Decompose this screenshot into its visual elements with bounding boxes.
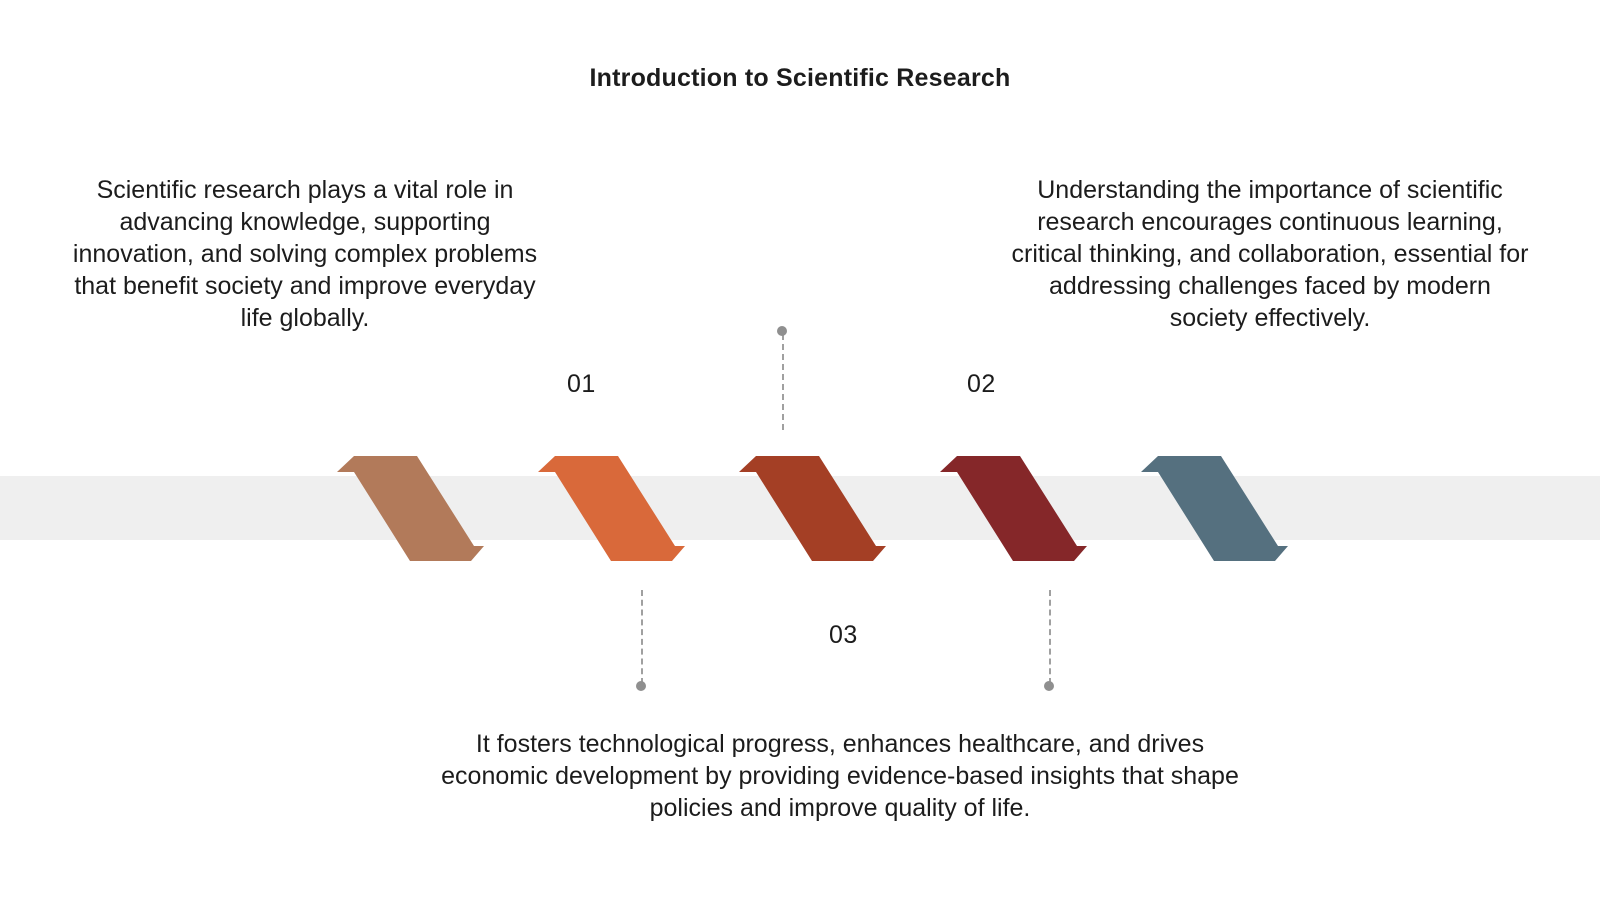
connector-bottom-right-dot xyxy=(1044,681,1054,691)
chevron-2 xyxy=(538,456,685,561)
step-01-number: 01 xyxy=(567,370,596,398)
chevron-4 xyxy=(940,456,1087,561)
connector-bottom-left xyxy=(641,590,643,684)
page-title: Introduction to Scientific Research xyxy=(589,64,1011,92)
step-02-text: Understanding the importance of scientif… xyxy=(1011,176,1529,332)
connector-bottom-left-dot xyxy=(636,681,646,691)
connector-top xyxy=(782,334,784,430)
connector-top-dot xyxy=(777,326,787,336)
chevron-1 xyxy=(337,456,484,561)
chevron-5 xyxy=(1141,456,1288,561)
step-02-number: 02 xyxy=(967,370,996,398)
step-01-text: Scientific research plays a vital role i… xyxy=(72,176,538,332)
connector-bottom-right xyxy=(1049,590,1051,684)
step-03-text: It fosters technological progress, enhan… xyxy=(441,730,1239,822)
chevron-3 xyxy=(739,456,886,561)
step-03-number: 03 xyxy=(829,621,858,649)
